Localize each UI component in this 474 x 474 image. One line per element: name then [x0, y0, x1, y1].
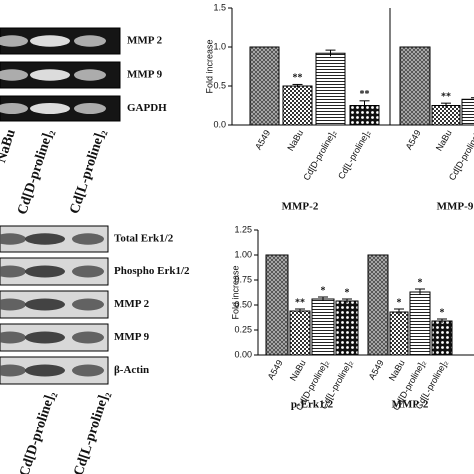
x-tick-label: NaBu	[285, 128, 305, 152]
group-label: p-Erk1/2	[291, 399, 334, 411]
blot-row-label: MMP 9	[114, 331, 150, 343]
blot-band	[72, 331, 104, 344]
blot-column-label: NaBu	[0, 127, 19, 164]
x-tick-label: Cd[D-proline]₂	[301, 128, 338, 182]
group-label: MMP-2	[392, 399, 429, 411]
blot-band	[0, 298, 26, 311]
y-tick-label: 0.5	[213, 80, 226, 90]
blot-row-label: Total Erk1/2	[114, 233, 174, 245]
significance-mark: *	[397, 297, 402, 308]
x-tick-label: A549	[367, 358, 386, 381]
bar	[461, 98, 474, 126]
y-tick-label: 0.0	[213, 119, 226, 129]
significance-mark: **	[293, 73, 303, 84]
significance-mark: **	[360, 89, 370, 100]
y-tick-label: 1.00	[234, 249, 252, 259]
x-tick-label: Cd[L-proline]₂	[336, 128, 372, 181]
blot-column-label: Cd[L-proline]₂	[71, 390, 112, 474]
bar	[249, 46, 280, 126]
y-tick-label: 1.5	[213, 2, 226, 12]
bar	[315, 52, 346, 126]
x-axis-label: MMP-2	[282, 201, 319, 213]
blot-band	[74, 35, 106, 47]
y-tick-label: 0.00	[234, 349, 252, 359]
bar	[389, 311, 409, 356]
bar	[289, 310, 311, 356]
blot-band	[72, 364, 104, 377]
blot-band	[30, 35, 70, 47]
significance-mark: *	[345, 287, 350, 298]
blot-band	[30, 69, 70, 81]
blot-band	[0, 331, 26, 344]
x-tick-label: NaBu	[434, 128, 454, 152]
bar	[335, 300, 359, 356]
blot-band	[0, 69, 28, 81]
bar	[311, 298, 335, 356]
y-tick-label: 0.75	[234, 274, 252, 284]
blot-band	[74, 103, 106, 114]
y-tick-label: 1.0	[213, 41, 226, 51]
x-tick-label: A549	[266, 358, 285, 381]
significance-mark: *	[440, 307, 445, 318]
blot-band	[30, 103, 70, 114]
y-tick-label: 0.50	[234, 299, 252, 309]
blot-row-label: Phospho Erk1/2	[114, 265, 190, 277]
x-axis-label: MMP-9	[437, 201, 474, 213]
blot-band	[0, 103, 28, 114]
y-tick-label: 1.25	[234, 224, 252, 234]
x-tick-label: NaBu	[288, 358, 308, 382]
blot-band	[25, 233, 65, 245]
blot-band	[74, 69, 106, 81]
blot-band	[72, 298, 104, 311]
blot-column-label: Cd[L-proline]₂	[67, 128, 108, 216]
x-tick-label: NaBu	[387, 358, 407, 382]
blot-band	[25, 298, 65, 311]
blot-band	[25, 265, 65, 278]
blot-column-label: Cd[D-proline]₂	[17, 390, 59, 474]
blot-band	[25, 331, 65, 344]
blot-row-label: β-Actin	[114, 364, 149, 376]
y-tick-label: 0.25	[234, 324, 252, 334]
bar	[409, 291, 431, 356]
bar	[431, 320, 453, 356]
bar	[399, 46, 431, 126]
blot-row-label: GAPDH	[127, 102, 167, 114]
blot-band	[0, 35, 28, 47]
bar	[282, 85, 313, 126]
significance-mark: **	[441, 91, 451, 102]
significance-mark: *	[418, 277, 423, 288]
blot-band	[72, 233, 104, 245]
y-axis-label: Fold increase	[204, 39, 214, 93]
bar	[431, 105, 461, 126]
blot-row-label: MMP 9	[127, 69, 163, 81]
significance-mark: *	[321, 285, 326, 296]
bar	[265, 254, 289, 356]
blot-row-label: MMP 2	[114, 298, 150, 310]
x-tick-label: A549	[404, 128, 423, 151]
significance-mark: **	[295, 297, 305, 308]
x-tick-label: A549	[253, 128, 272, 151]
blot-row-label: MMP 2	[127, 35, 163, 47]
blot-band	[0, 265, 26, 278]
y-axis-label: Fold increase	[230, 265, 240, 319]
bar	[367, 254, 389, 356]
blot-band	[72, 265, 104, 278]
blot-column-label: Cd[D-proline]₂	[15, 128, 57, 217]
blot-band	[25, 364, 65, 377]
blot-band	[0, 364, 26, 377]
blot-band	[0, 233, 26, 245]
